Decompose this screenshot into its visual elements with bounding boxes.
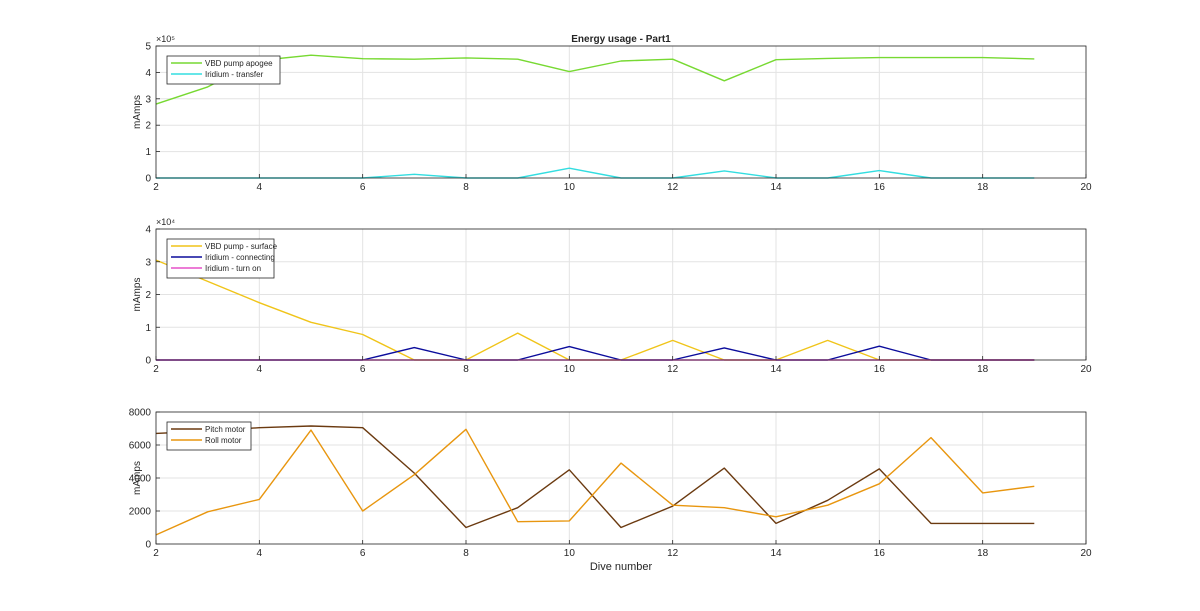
y-tick-label: 2: [145, 290, 151, 301]
x-tick-label: 8: [463, 548, 469, 559]
plot-area: [156, 46, 1086, 178]
x-tick-label: 16: [874, 548, 886, 559]
x-tick-label: 14: [770, 364, 782, 375]
x-tick-label: 18: [977, 182, 989, 193]
legend-label: Iridium - turn on: [205, 264, 261, 273]
legend-label: Roll motor: [205, 436, 242, 445]
y-tick-label: 1: [145, 147, 151, 158]
x-tick-label: 8: [463, 364, 469, 375]
x-tick-label: 4: [257, 364, 263, 375]
y-exponent-label: ×10⁵: [156, 34, 175, 44]
legend-box: [166, 421, 252, 451]
y-tick-label: 6000: [129, 441, 152, 452]
x-tick-label: 4: [257, 182, 263, 193]
y-exponent-label: ×10⁴: [156, 217, 175, 227]
x-tick-label: 6: [360, 182, 366, 193]
x-tick-label: 20: [1080, 548, 1092, 559]
y-axis-label: mAmps: [132, 95, 143, 129]
x-tick-label: 4: [257, 548, 263, 559]
legend-label: Iridium - connecting: [205, 253, 275, 262]
x-tick-label: 14: [770, 548, 782, 559]
legend-box: [166, 55, 281, 85]
x-tick-label: 18: [977, 364, 989, 375]
y-tick-label: 0: [145, 540, 151, 551]
chart-title: Energy usage - Part1: [571, 34, 671, 45]
series-line: [155, 425, 1035, 529]
x-tick-label: 2: [153, 182, 159, 193]
series-line: [155, 428, 1035, 536]
legend: Pitch motor Roll motor: [166, 421, 252, 451]
y-tick-label: 8000: [129, 408, 152, 419]
y-tick-label: 0: [145, 356, 151, 367]
x-tick-label: 2: [153, 548, 159, 559]
x-tick-label: 8: [463, 182, 469, 193]
legend-label: VBD pump - surface: [205, 242, 278, 251]
x-tick-label: 18: [977, 548, 989, 559]
y-axis-label: mAmps: [132, 278, 143, 312]
x-tick-label: 6: [360, 548, 366, 559]
legend: VBD pump - surface Iridium - connecting Ir…: [166, 238, 278, 279]
x-tick-label: 12: [667, 182, 679, 193]
x-tick-label: 20: [1080, 364, 1092, 375]
chart-3: 2 4 6 8 10 12 14 16 18 20 0 2000 4000 6000 8000 mAmps Pi…: [129, 408, 1092, 560]
x-tick-label: 12: [667, 364, 679, 375]
legend-label: Iridium - transfer: [205, 70, 264, 79]
y-tick-label: 4000: [129, 474, 152, 485]
x-tick-label: 10: [564, 182, 576, 193]
legend-label: VBD pump apogee: [205, 59, 273, 68]
y-tick-label: 5: [145, 42, 151, 53]
y-tick-label: 3: [145, 257, 151, 268]
legend-label: Pitch motor: [205, 425, 246, 434]
x-axis-label: Dive number: [590, 561, 653, 573]
x-tick-label: 10: [564, 548, 576, 559]
series-line: [155, 54, 1035, 105]
y-tick-label: 2000: [129, 507, 152, 518]
y-tick-label: 1: [145, 323, 151, 334]
y-tick-label: 3: [145, 94, 151, 105]
y-tick-label: 4: [145, 225, 151, 236]
legend: VBD pump apogee Iridium - transfer: [166, 55, 281, 85]
x-tick-label: 14: [770, 182, 782, 193]
x-tick-label: 16: [874, 182, 886, 193]
y-axis-label: mAmps: [132, 461, 143, 495]
axes-frame: [155, 45, 1087, 179]
x-tick-label: 6: [360, 364, 366, 375]
x-tick-label: 20: [1080, 182, 1092, 193]
x-tick-label: 10: [564, 364, 576, 375]
y-tick-label: 0: [145, 174, 151, 185]
y-tick-label: 2: [145, 121, 151, 132]
x-tick-label: 16: [874, 364, 886, 375]
y-tick-label: 4: [145, 68, 151, 79]
x-tick-label: 12: [667, 548, 679, 559]
x-tick-label: 2: [153, 364, 159, 375]
